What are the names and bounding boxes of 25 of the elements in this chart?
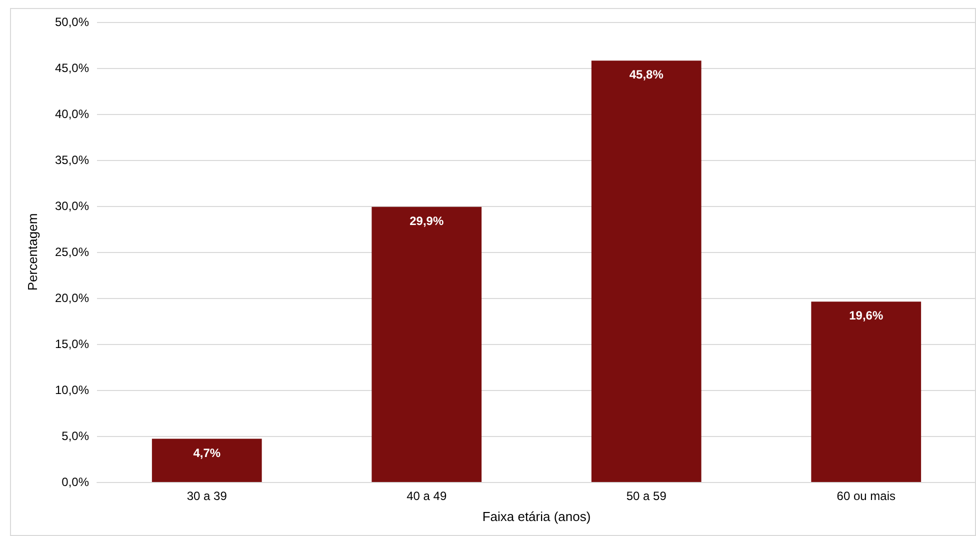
bar bbox=[152, 438, 262, 482]
y-tick-label: 40,0% bbox=[54, 107, 90, 121]
bar bbox=[811, 302, 922, 482]
y-tick-label: 15,0% bbox=[54, 337, 90, 351]
y-tick-label: 50,0% bbox=[54, 15, 90, 29]
y-tick-label: 30,0% bbox=[54, 199, 90, 213]
y-tick-label: 10,0% bbox=[54, 383, 90, 397]
bar bbox=[591, 60, 702, 482]
x-tick-label: 40 a 49 bbox=[406, 489, 447, 503]
data-label: 19,6% bbox=[849, 308, 884, 323]
x-tick-label: 30 a 39 bbox=[186, 489, 228, 503]
y-tick-label: 5,0% bbox=[62, 429, 90, 443]
x-tick-label: 50 a 59 bbox=[626, 489, 667, 503]
data-label: 4,7% bbox=[193, 446, 221, 460]
y-tick-label: 20,0% bbox=[54, 291, 90, 305]
y-tick-label: 25,0% bbox=[54, 245, 90, 259]
y-axis-title: Percentagem bbox=[25, 213, 40, 291]
data-label: 29,9% bbox=[410, 214, 444, 228]
x-axis-title: Faixa etária (anos) bbox=[482, 509, 591, 524]
bar bbox=[372, 206, 482, 482]
y-tick-label: 45,0% bbox=[54, 61, 90, 75]
data-label: 45,8% bbox=[629, 68, 664, 82]
x-tick-label: 60 ou mais bbox=[836, 489, 896, 503]
y-tick-label: 0,0% bbox=[62, 475, 90, 489]
y-tick-label: 35,0% bbox=[54, 153, 90, 167]
